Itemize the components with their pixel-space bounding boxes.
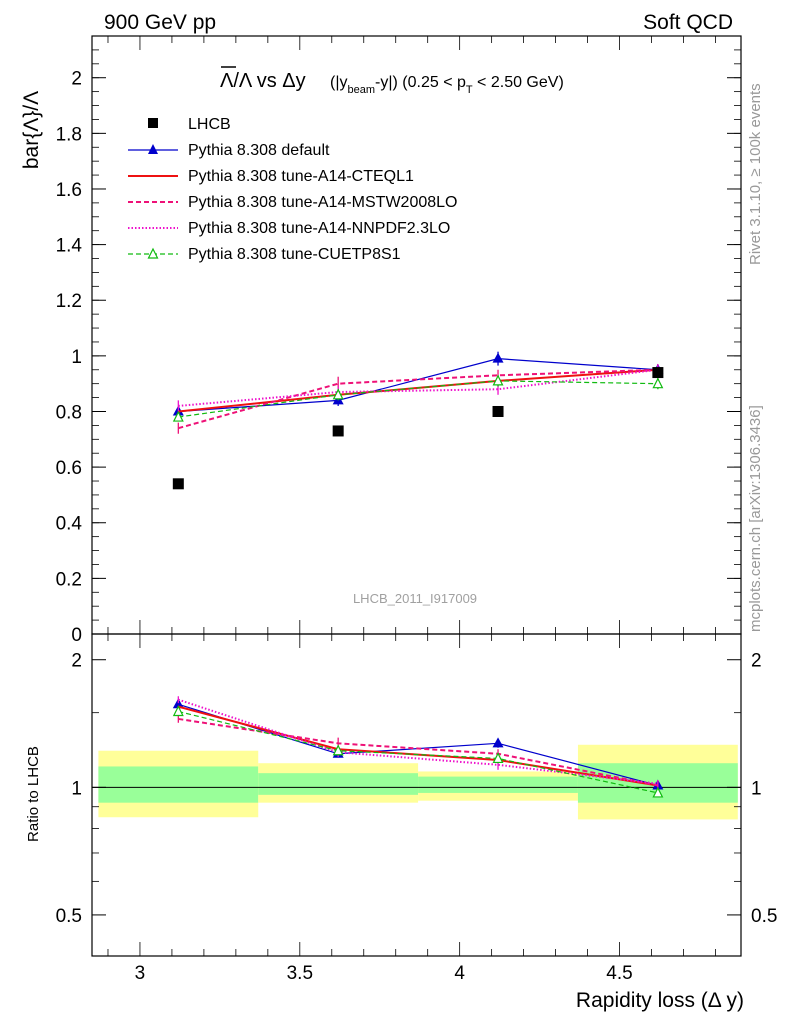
main-default-point bbox=[492, 352, 504, 363]
ratio-ytick-label-right: 1 bbox=[751, 778, 762, 799]
legend-label-lhcb: LHCB bbox=[188, 116, 231, 133]
main-data-point bbox=[492, 405, 504, 417]
legend: LHCB Pythia 8.308 default Pythia 8.308 t… bbox=[128, 116, 457, 263]
main-series-cteql1 bbox=[178, 368, 658, 413]
main-cuetp8s1-point bbox=[172, 410, 184, 422]
ratio-nnpdf-line bbox=[178, 698, 658, 785]
ratio-ytick-label-right: 0.5 bbox=[751, 906, 777, 927]
main-ytick-label: 0.2 bbox=[56, 569, 82, 590]
main-mstw-line bbox=[178, 368, 658, 430]
main-cuetp8s1-line bbox=[178, 380, 658, 418]
main-title: Λ/Λ vs Δy (|ybeam-y|) (0.25 < pT < 2.50 … bbox=[220, 66, 564, 96]
ratio-ytick-label: 1 bbox=[71, 778, 82, 799]
legend-label-default: Pythia 8.308 default bbox=[188, 142, 330, 159]
ratio-band-inner bbox=[418, 776, 578, 793]
main-ytick-label: 1.6 bbox=[56, 180, 82, 201]
ratio-default-point bbox=[492, 737, 504, 748]
main-ytick-label: 0.4 bbox=[56, 514, 83, 535]
main-cuetp8s1-point bbox=[652, 377, 664, 389]
title-beam-sub: beam bbox=[347, 84, 375, 96]
rivet-label: Rivet 3.1.10, ≥ 100k events bbox=[747, 83, 764, 265]
ratio-panel: 0.5 0.5 1 1 2 2 3 3.5 4 4.5 bbox=[56, 633, 777, 984]
ratio-band-inner bbox=[258, 773, 419, 795]
main-ytick-label: 1.4 bbox=[56, 236, 83, 257]
legend-marker-cuetp8s1 bbox=[147, 247, 159, 259]
header-right-text: Soft QCD bbox=[643, 11, 733, 34]
ratio-xtick-label: 3.5 bbox=[287, 963, 313, 984]
title-detail-post: < 2.50 GeV) bbox=[473, 74, 564, 91]
title-pt-sub: T bbox=[466, 84, 473, 96]
main-ytick-label: 0.8 bbox=[56, 402, 82, 423]
ratio-ytick-label: 0.5 bbox=[56, 906, 82, 927]
main-cuetp8s1-point bbox=[332, 388, 344, 400]
legend-label-cuetp8s1: Pythia 8.308 tune-CUETP8S1 bbox=[188, 246, 401, 263]
header-left-text: 900 GeV pp bbox=[104, 11, 216, 34]
ratio-ylabel: Ratio to LHCB bbox=[25, 746, 42, 842]
main-ytick-label: 2 bbox=[71, 69, 82, 90]
main-panel: 0 0.2 0.4 0.6 0.8 1 1.2 1.4 1.6 1.8 2 bbox=[56, 35, 742, 646]
main-ytick-label: 0.6 bbox=[56, 458, 82, 479]
ratio-cuetp8s1-point bbox=[172, 705, 184, 717]
ratio-xtick-label: 4 bbox=[454, 963, 465, 984]
ratio-xtick-label: 3 bbox=[135, 963, 146, 984]
ratio-ytick-label: 2 bbox=[71, 651, 82, 672]
legend-label-cteql1: Pythia 8.308 tune-A14-CTEQL1 bbox=[188, 168, 414, 185]
main-ytick-label: 0 bbox=[71, 625, 82, 646]
legend-label-nnpdf: Pythia 8.308 tune-A14-NNPDF2.3LO bbox=[188, 220, 450, 237]
main-data-point bbox=[652, 367, 664, 379]
ratio-series-cuetp8s1 bbox=[172, 705, 664, 798]
legend-marker-default bbox=[148, 144, 158, 154]
ratio-cuetp8s1-point bbox=[492, 752, 504, 764]
main-ytick-label: 1.2 bbox=[56, 291, 82, 312]
title-detail: (|ybeam-y|) (0.25 < pT < 2.50 GeV) bbox=[330, 74, 564, 96]
ratio-xlabel: Rapidity loss (Δ y) bbox=[576, 989, 744, 1012]
ratio-cuetp8s1-point bbox=[332, 744, 344, 756]
main-cuetp8s1-point bbox=[492, 374, 504, 386]
main-ylabel: bar{Λ}/Λ bbox=[20, 91, 43, 169]
title-detail-mid: -y|) (0.25 < p bbox=[375, 74, 466, 91]
legend-label-mstw: Pythia 8.308 tune-A14-MSTW2008LO bbox=[188, 194, 457, 211]
ratio-cuetp8s1-point bbox=[652, 786, 664, 798]
main-series-cuetp8s1 bbox=[172, 374, 664, 422]
ratio-default-point bbox=[172, 698, 184, 709]
ratio-frame bbox=[91, 633, 742, 957]
main-cteql1-line bbox=[178, 368, 658, 413]
main-data-point bbox=[172, 478, 184, 490]
title-detail-pre: (|y bbox=[330, 74, 347, 91]
main-data-point bbox=[332, 425, 344, 437]
main-ytick-label: 1 bbox=[71, 347, 82, 368]
main-series-data bbox=[172, 367, 664, 490]
main-series-default bbox=[172, 351, 664, 416]
ratio-cuetp8s1-line bbox=[178, 710, 659, 794]
ratio-xtick-label: 4.5 bbox=[606, 963, 632, 984]
ratio-ytick-label-right: 2 bbox=[751, 651, 762, 672]
watermark-text: LHCB_2011_I917009 bbox=[353, 591, 477, 606]
title-main: Λ/Λ vs Δy bbox=[220, 70, 306, 92]
legend-marker-lhcb bbox=[148, 118, 158, 128]
ratio-band-inner bbox=[98, 766, 259, 803]
main-ytick-label: 1.8 bbox=[56, 124, 82, 145]
mcplots-label: mcplots.cern.ch [arXiv:1306.3436] bbox=[747, 405, 764, 632]
